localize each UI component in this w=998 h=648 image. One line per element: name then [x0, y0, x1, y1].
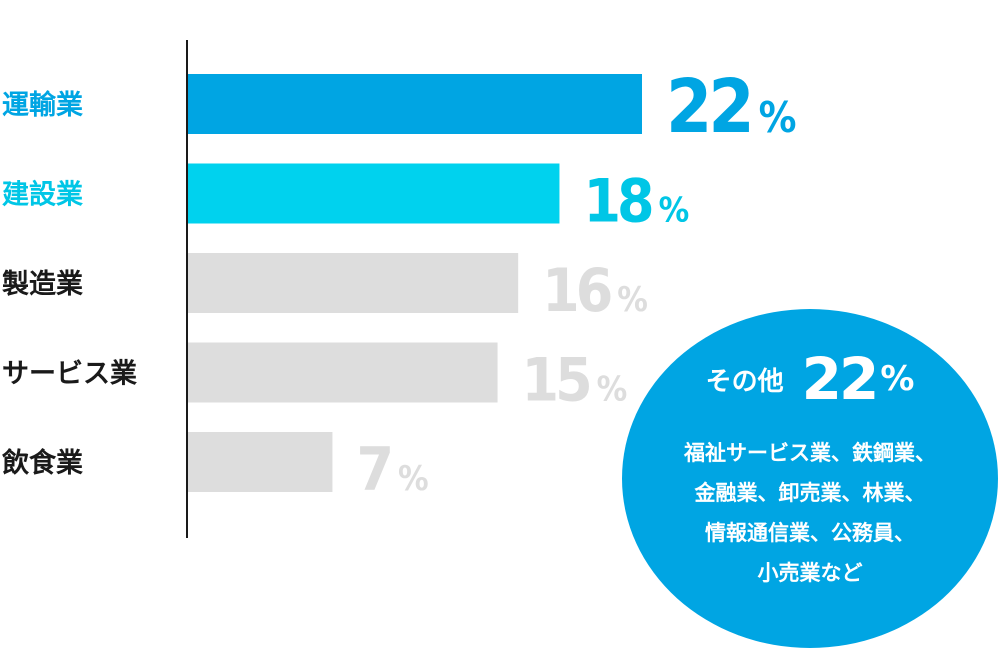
other-description-line: 福祉サービス業、鉄鋼業、: [684, 441, 936, 465]
value-label: 18%: [583, 167, 688, 237]
value-unit: %: [759, 93, 796, 142]
other-header: その他 22%: [622, 345, 998, 413]
bar: [188, 432, 333, 492]
other-description: 福祉サービス業、鉄鋼業、 金融業、卸売業、林業、 情報通信業、公務員、 小売業な…: [642, 433, 978, 593]
other-industries-circle: その他 22% 福祉サービス業、鉄鋼業、 金融業、卸売業、林業、 情報通信業、公務…: [622, 309, 998, 648]
value-unit: %: [398, 459, 428, 499]
value-unit: %: [617, 280, 647, 320]
value-label: 15%: [522, 346, 627, 416]
other-unit: %: [880, 359, 915, 399]
category-label: 飲食業: [1, 447, 83, 479]
value-number: 22: [666, 64, 751, 150]
value-number: 15: [522, 346, 590, 416]
value-number: 18: [583, 167, 652, 237]
value-label: 7%: [356, 435, 428, 505]
other-value: 22: [801, 345, 880, 413]
bar: [188, 163, 560, 224]
other-description-line: 情報通信業、公務員、: [705, 521, 915, 545]
value-number: 16: [542, 256, 611, 326]
category-label: サービス業: [2, 359, 137, 390]
value-number: 7: [356, 435, 390, 505]
category-label: 運輸業: [2, 89, 83, 121]
other-description-line: 小売業など: [757, 561, 863, 585]
value-label: 16%: [542, 256, 647, 326]
value-unit: %: [659, 191, 689, 231]
other-title: その他: [705, 366, 784, 397]
value-label: 22%: [666, 64, 796, 150]
category-label: 製造業: [2, 269, 83, 300]
other-description-line: 金融業、卸売業、林業、: [694, 481, 926, 505]
bar: [188, 253, 519, 313]
category-label: 建設業: [2, 179, 83, 211]
bar: [188, 342, 498, 403]
bar: [188, 74, 642, 134]
